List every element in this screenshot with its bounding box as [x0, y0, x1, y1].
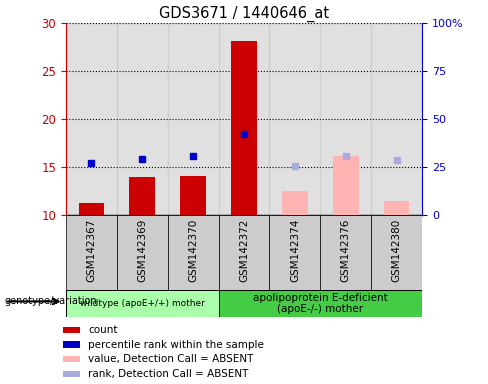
Text: GSM142367: GSM142367 [86, 219, 96, 282]
Bar [66, 23, 117, 215]
Bar [269, 215, 320, 290]
Text: percentile rank within the sample: percentile rank within the sample [88, 339, 264, 349]
Bar [117, 215, 168, 290]
Bar [320, 215, 371, 290]
Bar [168, 215, 219, 290]
Bar [231, 41, 257, 215]
Bar [63, 371, 80, 377]
Text: apolipoprotein E-deficient
(apoE-/-) mother: apolipoprotein E-deficient (apoE-/-) mot… [253, 293, 387, 314]
Bar [63, 356, 80, 362]
Bar [66, 215, 117, 290]
Title: GDS3671 / 1440646_at: GDS3671 / 1440646_at [159, 5, 329, 22]
Text: GSM142369: GSM142369 [137, 219, 147, 282]
Text: GSM142372: GSM142372 [239, 219, 249, 282]
Text: GSM142374: GSM142374 [290, 219, 300, 282]
Bar [371, 215, 422, 290]
Text: genotype/variation: genotype/variation [5, 296, 98, 306]
Bar [282, 191, 307, 215]
Text: count: count [88, 325, 118, 335]
Bar [371, 23, 422, 215]
Text: GSM142376: GSM142376 [341, 219, 351, 282]
Text: GSM142370: GSM142370 [188, 219, 198, 282]
Text: value, Detection Call = ABSENT: value, Detection Call = ABSENT [88, 354, 253, 364]
Bar [66, 290, 219, 317]
Text: GSM142380: GSM142380 [392, 219, 402, 282]
Bar [384, 200, 409, 215]
Text: wildtype (apoE+/+) mother: wildtype (apoE+/+) mother [80, 299, 204, 308]
Bar [219, 290, 422, 317]
Bar [320, 23, 371, 215]
Bar [333, 156, 359, 215]
Bar [117, 23, 168, 215]
Bar [129, 177, 155, 215]
Bar [63, 327, 80, 333]
Bar [168, 23, 219, 215]
Bar [219, 23, 269, 215]
Bar [181, 176, 206, 215]
Bar [219, 215, 269, 290]
Bar [269, 23, 320, 215]
Bar [79, 202, 104, 215]
Text: rank, Detection Call = ABSENT: rank, Detection Call = ABSENT [88, 369, 248, 379]
Bar [63, 341, 80, 348]
